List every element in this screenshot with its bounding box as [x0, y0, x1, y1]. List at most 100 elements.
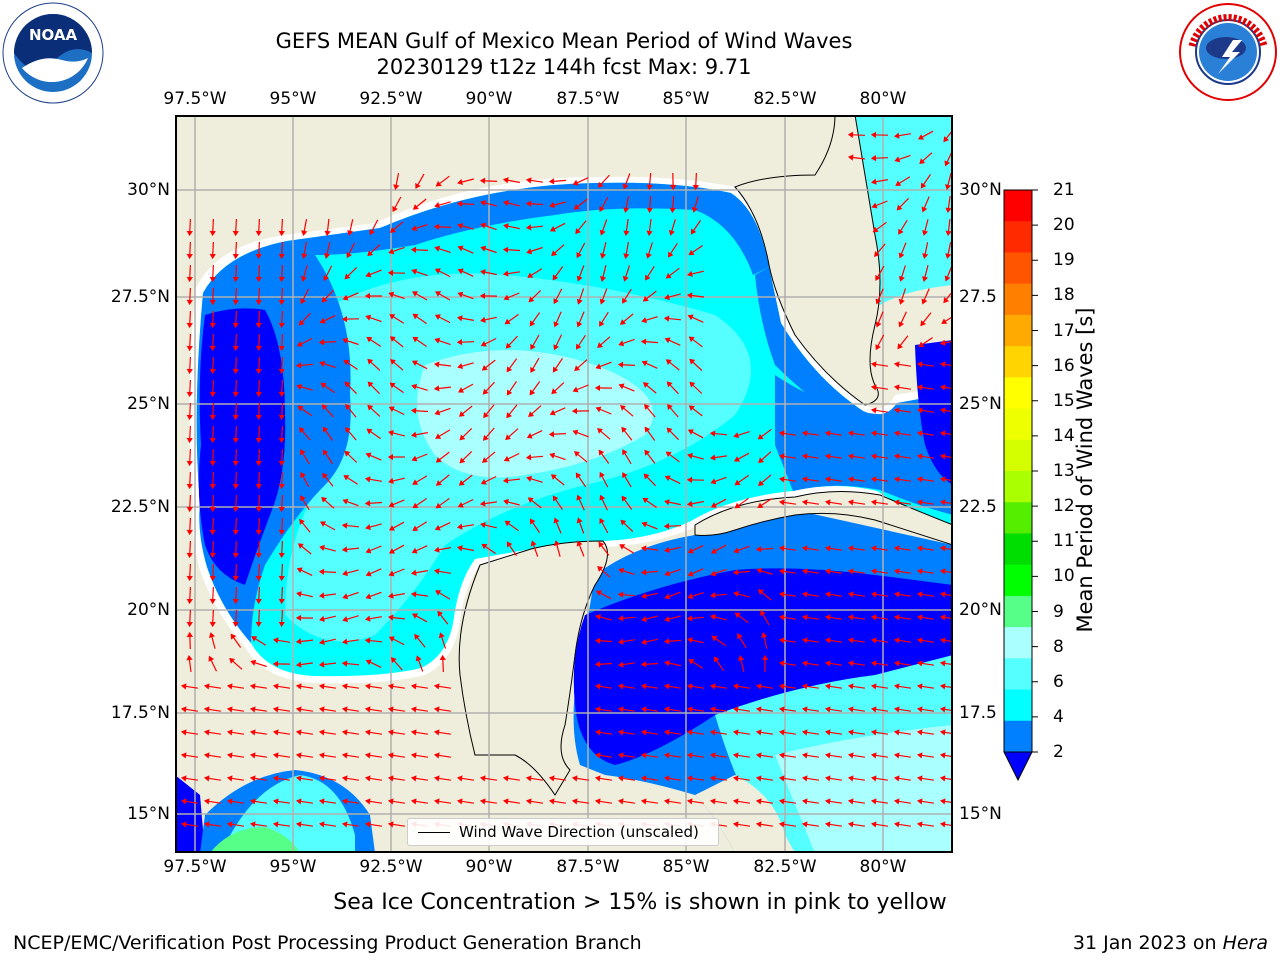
wind-wave-arrow-head: [778, 798, 785, 805]
wind-wave-arrow-head: [875, 344, 881, 351]
wind-wave-arrow-head: [434, 314, 441, 321]
wind-wave-arrow-head: [186, 368, 193, 375]
wind-wave-arrow-head: [255, 483, 262, 490]
wind-wave-arrow-head: [870, 683, 877, 690]
wind-wave-arrow-head: [318, 592, 325, 599]
wind-wave-arrow-head: [480, 340, 487, 347]
wind-wave-arrow-head: [710, 548, 717, 554]
wind-wave-arrow-head: [640, 752, 647, 759]
wind-wave-arrow-head: [757, 433, 764, 440]
wind-wave-arrow-head: [640, 569, 647, 576]
wind-wave-arrow-head: [318, 706, 325, 713]
wind-wave-arrow-head: [365, 314, 372, 321]
wind-wave-arrow-head: [186, 483, 193, 490]
wind-wave-arrow-head: [249, 775, 256, 782]
wind-wave-arrow-head: [594, 798, 601, 805]
colorbar-band: [1004, 658, 1032, 691]
wind-wave-arrow-head: [232, 391, 239, 398]
wind-wave-arrow-head: [387, 592, 394, 599]
wind-wave-arrow-head: [916, 798, 923, 805]
wind-wave-arrow-head: [434, 524, 441, 531]
wind-wave-arrow-head: [945, 184, 952, 190]
wind-wave-arrow-head: [255, 575, 262, 582]
wind-wave-arrow-head: [232, 460, 239, 467]
wind-wave-arrow-head: [641, 638, 647, 645]
wind-wave-arrow-head: [232, 253, 239, 260]
wind-wave-arrow-head: [643, 473, 650, 480]
wind-wave-arrow-head: [278, 437, 285, 444]
wind-wave-arrow-head: [459, 457, 466, 464]
wind-wave-arrow-head: [663, 775, 670, 782]
wind-wave-arrow-head: [870, 729, 877, 736]
wind-wave-arrow-head: [295, 752, 302, 759]
wind-wave-arrow-head: [278, 506, 285, 513]
wind-wave-arrow-head: [481, 543, 488, 550]
wind-wave-arrow-head: [734, 502, 741, 509]
wind-wave-arrow-head: [456, 523, 463, 530]
wind-wave-arrow-head: [529, 320, 536, 327]
wind-wave-arrow-head: [364, 615, 371, 622]
wind-wave-arrow-head: [526, 475, 533, 482]
wind-wave-arrow-head: [686, 683, 693, 690]
wind-wave-arrow-head: [734, 612, 741, 619]
wind-wave-arrow-head: [203, 821, 210, 828]
wind-wave-arrow-head: [341, 729, 348, 736]
wind-wave-arrow-head: [180, 775, 187, 782]
wind-wave-arrow-head: [232, 414, 239, 421]
wind-wave-arrow-head: [456, 200, 463, 207]
wind-wave-arrow-head: [341, 821, 348, 828]
map-title: GEFS MEAN Gulf of Mexico Mean Period of …: [275, 29, 853, 53]
wind-wave-arrow-head: [618, 567, 625, 574]
wind-wave-arrow-head: [687, 547, 694, 554]
wind-wave-arrow-head: [824, 660, 831, 667]
wind-wave-arrow-head: [617, 798, 624, 805]
wind-wave-arrow-head: [599, 229, 606, 236]
wind-wave-arrow-head: [296, 591, 302, 598]
wind-wave-arrow-head: [503, 455, 510, 462]
wind-wave-arrow-head: [917, 134, 925, 140]
wind-wave-arrow-head: [893, 384, 900, 391]
wind-wave-arrow-head: [641, 592, 647, 599]
sea-ice-note: Sea Ice Concentration > 15% is shown in …: [0, 890, 1280, 915]
wind-wave-arrow-head: [870, 637, 877, 644]
wind-wave-arrow-head: [530, 366, 536, 373]
lat-tick-right: 20°N: [959, 600, 1002, 620]
wind-wave-arrow-head: [594, 752, 601, 759]
wind-wave-arrow-head: [319, 544, 325, 551]
wind-wave-arrow-head: [502, 775, 509, 782]
colorbar-band: [1004, 408, 1032, 441]
wind-wave-arrow-head: [667, 251, 674, 258]
wind-wave-arrow-head: [341, 752, 348, 759]
wind-wave-arrow-head: [666, 381, 673, 388]
wind-wave-arrow-head: [916, 499, 923, 506]
wind-wave-arrow-head: [549, 409, 556, 416]
wind-wave-arrow-head: [847, 614, 854, 621]
wind-wave-arrow-head: [646, 230, 653, 237]
wind-wave-arrow-head: [319, 615, 325, 622]
wind-wave-arrow-head: [755, 546, 762, 553]
wind-wave-arrow-head: [341, 660, 348, 667]
wind-wave-arrow-head: [295, 683, 302, 690]
wind-wave-arrow-head: [572, 386, 579, 393]
lon-tick-top: 95°W: [269, 89, 317, 109]
wind-wave-arrow-head: [575, 472, 582, 479]
lon-tick-bottom: 90°W: [465, 857, 513, 877]
wind-wave-arrow-head: [456, 315, 463, 322]
colorbar-band: [1004, 252, 1032, 285]
wind-wave-arrow-head: [711, 635, 718, 642]
wind-wave-arrow-head: [255, 276, 262, 283]
wind-wave-arrow-head: [576, 517, 583, 524]
wind-wave-arrow-head: [388, 501, 395, 508]
wind-wave-arrow-head: [640, 338, 647, 345]
wind-wave-arrow-head: [847, 821, 854, 828]
wind-wave-arrow-head: [665, 272, 672, 279]
wind-wave-arrow-head: [388, 525, 396, 531]
sea-ice-note-text: Sea Ice Concentration > 15% is shown in …: [333, 890, 947, 915]
wind-wave-arrow-head: [761, 654, 769, 661]
wind-wave-arrow-head: [482, 388, 489, 395]
wind-wave-arrow-head: [618, 383, 625, 390]
wind-wave-arrow-head: [433, 706, 440, 713]
wind-wave-arrow-head: [921, 298, 928, 305]
wind-wave-arrow-head: [553, 517, 560, 524]
wind-wave-arrow-head: [549, 202, 555, 209]
